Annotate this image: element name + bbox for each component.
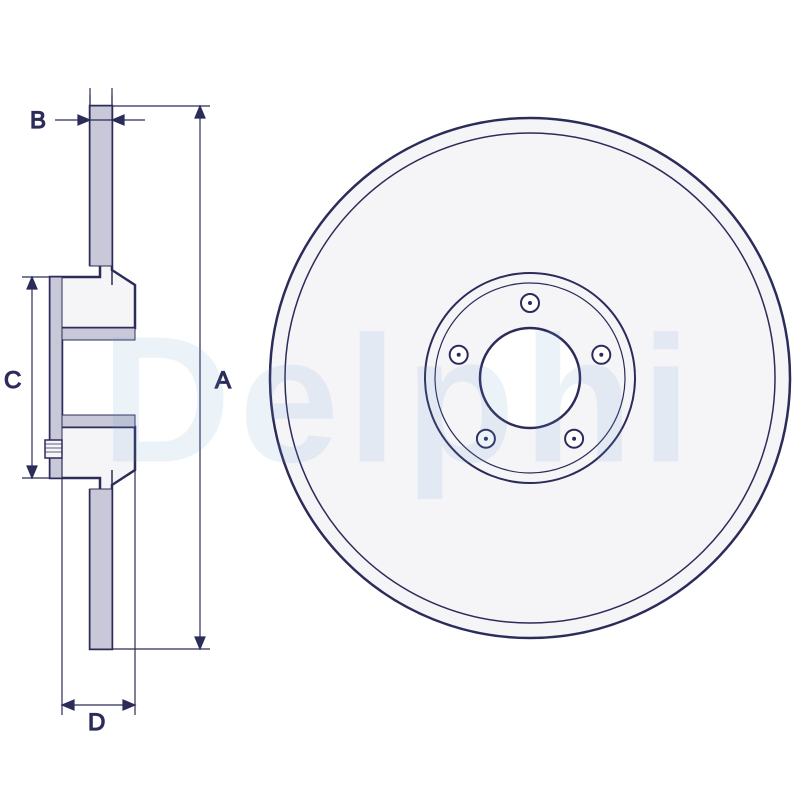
label-C: C [4, 367, 21, 394]
stud-detail [45, 440, 62, 458]
label-D: D [88, 709, 105, 736]
dim-C: C [4, 277, 50, 478]
dim-B: B [30, 88, 145, 134]
dimensions: A B C D [4, 88, 231, 736]
side-view [45, 106, 135, 649]
diagram-svg: A B C D [0, 0, 800, 800]
label-A: A [215, 367, 231, 394]
dim-A: A [112, 106, 231, 649]
front-view [270, 118, 790, 638]
label-B: B [30, 107, 46, 134]
